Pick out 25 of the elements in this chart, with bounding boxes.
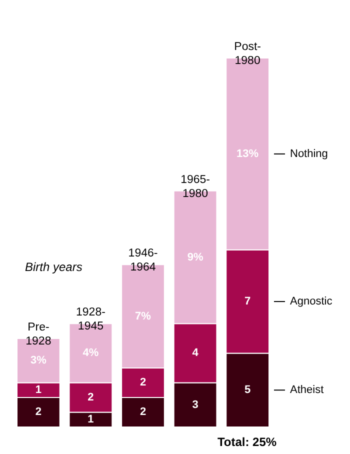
data-label: 2	[140, 376, 146, 389]
data-label: 3	[192, 398, 198, 411]
data-label: 7	[244, 296, 251, 308]
data-label: 7%	[135, 310, 152, 322]
x-tick-label: Pre-1928	[26, 321, 52, 348]
data-label: 5	[244, 384, 251, 396]
x-tick-label: 1946-1964	[128, 248, 158, 274]
text: Total: 25%	[217, 435, 277, 449]
data-label: 2	[35, 406, 42, 418]
data-label: 4	[192, 347, 200, 360]
data-label: 2	[88, 391, 94, 404]
data-label: 3%	[30, 354, 47, 367]
data-label: 1	[88, 414, 94, 426]
data-label: 2	[140, 406, 146, 418]
x-tick-label: 1928-1945	[76, 306, 106, 333]
x-tick-label: Post-1980	[234, 41, 262, 67]
series-label: Agnostic	[290, 296, 333, 308]
series-label: Nothing	[290, 148, 328, 160]
series-label: Atheist	[290, 384, 324, 396]
data-label: 9%	[187, 251, 204, 264]
x-tick-label: 1965-1980	[180, 174, 210, 200]
annotation: Birth years	[25, 260, 82, 274]
data-label: 4%	[82, 347, 99, 360]
data-label: 1	[35, 384, 42, 396]
data-label: 13%	[236, 148, 259, 160]
